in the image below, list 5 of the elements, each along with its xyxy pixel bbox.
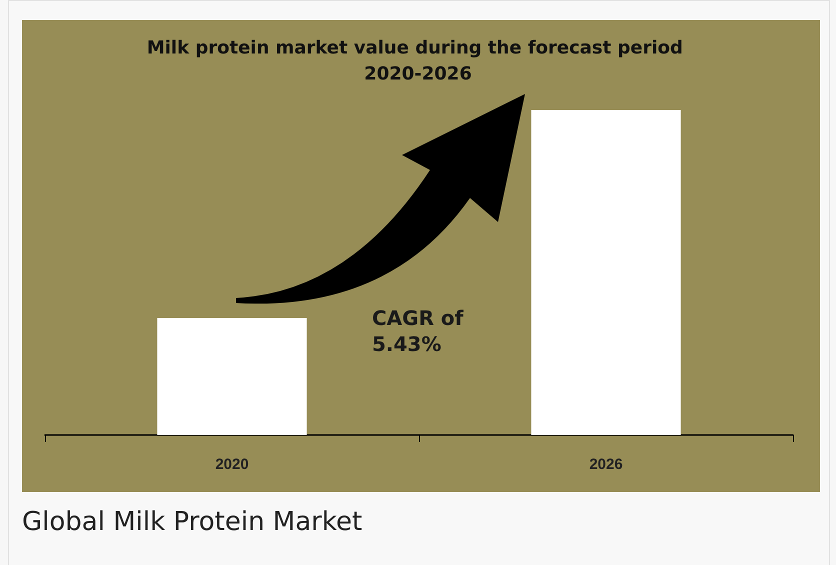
text: Global Milk Protein Market — [22, 507, 362, 537]
chart-title: Milk protein market value during the forecast period 2020-2026 — [146, 38, 690, 84]
x-tick-label: 2020 — [215, 456, 249, 473]
x-tick-label: 2026 — [589, 456, 623, 473]
annotation: CAGR of 5.43% — [372, 306, 470, 356]
